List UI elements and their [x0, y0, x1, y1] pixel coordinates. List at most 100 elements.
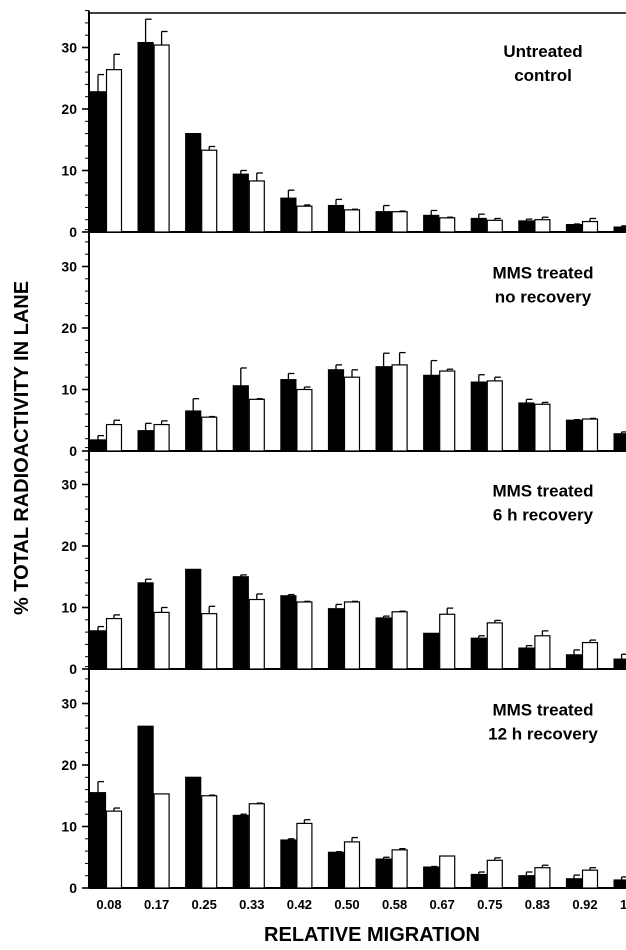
bar-light [248, 180, 265, 233]
bar-dark [137, 430, 154, 452]
x-tick-label: 0.58 [382, 897, 407, 912]
bar-dark [232, 576, 249, 670]
y-tick-label: 10 [61, 600, 77, 616]
bar-dark [565, 878, 583, 889]
bar-dark [470, 637, 487, 670]
bar-dark [565, 419, 583, 452]
bar-light [296, 601, 313, 670]
panel-3: 0 10 20 30 MMS treated 6 h recovery [61, 447, 626, 677]
x-tick-label: 0.08 [96, 897, 121, 912]
y-tick-label: 0 [69, 443, 77, 459]
bar-dark [375, 366, 392, 452]
bar-light [581, 220, 599, 233]
bar-light [105, 617, 123, 670]
bar-light [153, 611, 170, 670]
panels-layer: 0 10 20 30 Untreated control 0 10 20 30 MMS treate… [61, 10, 626, 912]
bar-light [439, 855, 456, 889]
bar-dark [470, 381, 487, 452]
bar-light [486, 380, 503, 452]
x-tick-label: 0.42 [287, 897, 312, 912]
bar-light [296, 822, 313, 889]
bar-dark [518, 875, 535, 889]
bar-dark [613, 879, 626, 889]
bar-light [248, 398, 265, 452]
bar-light [105, 69, 123, 233]
bar-dark [327, 851, 345, 889]
bar-light [201, 795, 218, 889]
y-tick-label: 10 [61, 382, 77, 398]
y-tick-label: 20 [61, 538, 77, 554]
bar-light [534, 219, 551, 233]
x-tick-label: 0.50 [334, 897, 359, 912]
bar-dark [613, 226, 626, 233]
bar-dark [613, 433, 626, 452]
y-tick-label: 30 [61, 696, 77, 712]
bar-dark [89, 91, 107, 233]
bar-light [581, 641, 599, 670]
bar-dark [280, 379, 297, 452]
bar-light [153, 44, 170, 233]
bar-light [391, 211, 408, 233]
bar-light [105, 423, 123, 452]
bar-dark [185, 568, 202, 670]
bar-dark [565, 224, 583, 233]
bar-light [486, 859, 503, 889]
bar-dark [518, 402, 535, 452]
x-tick-label: 0.25 [192, 897, 217, 912]
bar-dark [470, 217, 487, 233]
bar-dark [185, 133, 202, 233]
panel-title-line: control [514, 66, 572, 85]
panel-2: 0 10 20 30 MMS treated no recovery [61, 229, 626, 459]
y-tick-label: 20 [61, 101, 77, 117]
bar-dark [423, 374, 440, 452]
bar-dark [185, 410, 202, 452]
panel-title-line: MMS treated [492, 482, 593, 501]
bar-light [296, 388, 313, 452]
y-tick-label: 0 [69, 661, 77, 677]
y-tick-label: 30 [61, 477, 77, 493]
x-tick-label: 0.67 [430, 897, 455, 912]
bar-light [343, 376, 361, 452]
bar-light [391, 611, 408, 670]
bar-light [534, 635, 551, 670]
bar-dark [375, 858, 392, 889]
bar-light [486, 622, 503, 670]
bar-light [439, 370, 456, 452]
y-tick-label: 0 [69, 880, 77, 896]
bar-dark [137, 582, 154, 670]
x-tick-label: 0.92 [572, 897, 597, 912]
bar-dark [327, 369, 345, 452]
y-tick-label: 10 [61, 163, 77, 179]
bar-light [391, 364, 408, 452]
panel-title-line: 12 h recovery [488, 725, 598, 744]
x-tick-label: 0.33 [239, 897, 264, 912]
bar-dark [137, 725, 154, 889]
bar-light [439, 613, 456, 670]
bar-dark [232, 385, 249, 452]
bar-dark [375, 211, 392, 233]
panel-title-line: MMS treated [492, 701, 593, 720]
y-tick-label: 20 [61, 757, 77, 773]
bar-dark [280, 595, 297, 670]
bar-light [296, 205, 313, 233]
bar-dark [280, 839, 297, 889]
bar-light [581, 418, 599, 452]
panel-title-line: Untreated [503, 42, 582, 61]
bar-dark [423, 866, 440, 889]
y-tick-label: 20 [61, 320, 77, 336]
bar-dark [232, 814, 249, 889]
bar-light [153, 423, 170, 452]
y-tick-label: 30 [61, 259, 77, 275]
bar-dark [327, 204, 345, 233]
bar-light [201, 613, 218, 670]
y-axis-label: % TOTAL RADIOACTIVITY IN LANE [11, 281, 33, 615]
bar-dark [137, 41, 154, 233]
bar-light [105, 810, 123, 889]
bar-dark [470, 873, 487, 889]
bar-dark [89, 792, 107, 889]
bar-light [343, 209, 361, 233]
bar-light [201, 149, 218, 233]
bar-dark [327, 608, 345, 670]
bar-light [439, 217, 456, 233]
bar-light [248, 803, 265, 889]
